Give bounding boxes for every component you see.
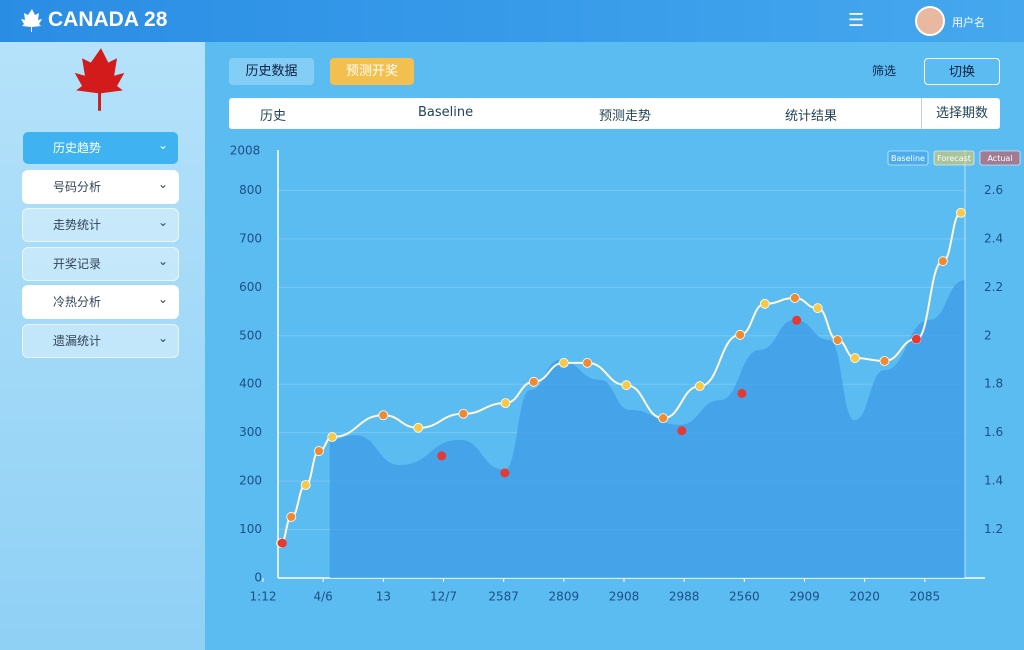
point bbox=[500, 398, 511, 409]
point bbox=[956, 207, 966, 218]
y2-tick-label: 2 bbox=[984, 328, 992, 342]
x-tick-label: 2809 bbox=[549, 590, 580, 604]
point bbox=[582, 358, 593, 368]
x-tick-label: 2020 bbox=[849, 590, 880, 604]
sidebar-item[interactable]: 遗漏统计 bbox=[22, 322, 179, 358]
point bbox=[528, 376, 539, 387]
point bbox=[911, 334, 921, 344]
sidebar-item[interactable]: 冷热分析 bbox=[22, 283, 179, 319]
legend-swatch bbox=[887, 150, 929, 166]
point bbox=[792, 315, 802, 325]
point bbox=[737, 388, 747, 398]
area bbox=[329, 280, 965, 578]
header: CANADA 28 ☰ 用户名 bbox=[0, 0, 1024, 42]
y-tick-label: 300 bbox=[239, 425, 262, 439]
legend-label: Actual bbox=[987, 154, 1012, 163]
point bbox=[789, 293, 800, 303]
point bbox=[458, 408, 469, 419]
point bbox=[314, 446, 324, 456]
filter-item[interactable]: 预测走势 bbox=[599, 109, 652, 124]
point bbox=[759, 298, 770, 309]
point bbox=[735, 329, 746, 340]
history-tab[interactable]: 历史数据 bbox=[229, 58, 314, 85]
point bbox=[677, 426, 687, 436]
y-tick-label: 100 bbox=[239, 522, 262, 536]
sidebar: 历史趋势号码分析走势统计开奖记录冷热分析遗漏统计 bbox=[0, 42, 205, 650]
x-tick-label: 2988 bbox=[669, 590, 700, 604]
point bbox=[558, 358, 569, 368]
point bbox=[413, 422, 424, 433]
point bbox=[937, 256, 948, 267]
sidebar-item[interactable]: 走势统计 bbox=[22, 206, 179, 242]
filter-item[interactable]: 历史 bbox=[260, 109, 287, 124]
x-tick-label: 2909 bbox=[789, 590, 820, 604]
y-tick-label: 0 bbox=[254, 571, 262, 585]
x-tick-label: 2587 bbox=[488, 590, 519, 604]
legend-swatch bbox=[979, 150, 1021, 166]
filter-item[interactable]: 统计结果 bbox=[785, 109, 838, 124]
point bbox=[500, 468, 510, 478]
legend-label: Baseline bbox=[891, 154, 925, 163]
avatar[interactable] bbox=[915, 6, 945, 36]
y-axis-title: 2008 bbox=[230, 144, 261, 158]
x-tick-label: 13 bbox=[376, 590, 391, 604]
x-tick-label: 1:12 bbox=[250, 590, 277, 604]
point bbox=[812, 303, 823, 314]
y-tick-label: 400 bbox=[239, 377, 262, 391]
switch-button[interactable]: 切换 bbox=[924, 58, 1000, 85]
x-tick-label: 2560 bbox=[729, 590, 760, 604]
point bbox=[437, 451, 447, 461]
point bbox=[327, 432, 338, 442]
user-name[interactable]: 用户名 bbox=[952, 16, 985, 29]
sidebar-item[interactable]: 开奖记录 bbox=[22, 245, 179, 281]
x-tick-label: 12/7 bbox=[430, 590, 457, 604]
y2-tick-label: 1.2 bbox=[984, 522, 1003, 536]
menu-button[interactable]: ☰ bbox=[848, 10, 865, 31]
y-tick-label: 800 bbox=[239, 183, 262, 197]
y2-tick-label: 1.4 bbox=[984, 474, 1003, 488]
sidebar-item[interactable]: 历史趋势 bbox=[22, 129, 179, 165]
point bbox=[694, 381, 705, 392]
point bbox=[658, 413, 669, 424]
point bbox=[879, 356, 890, 366]
maple-leaf bbox=[74, 48, 125, 111]
app-title: CANADA 28 bbox=[48, 8, 168, 31]
y-tick-label: 200 bbox=[239, 474, 262, 488]
period-select[interactable]: 选择期数 bbox=[921, 98, 988, 129]
point bbox=[832, 335, 843, 346]
y2-tick-label: 2.4 bbox=[984, 231, 1003, 245]
point bbox=[621, 380, 632, 391]
y-tick-label: 600 bbox=[239, 280, 262, 294]
legend-swatch bbox=[933, 150, 975, 166]
point bbox=[378, 410, 389, 421]
sidebar-item[interactable]: 号码分析 bbox=[22, 168, 179, 204]
y2-tick-label: 1.8 bbox=[984, 377, 1003, 391]
filter-bar: 历史 Baseline 预测走势 统计结果 选择期数 bbox=[229, 98, 1000, 129]
logo-icon bbox=[21, 9, 42, 32]
point bbox=[850, 353, 860, 363]
filter-item[interactable]: Baseline bbox=[418, 105, 474, 120]
x-tick-label: 2085 bbox=[910, 590, 941, 604]
x-tick-label: 4/6 bbox=[314, 590, 333, 604]
predict-button[interactable]: 预测开奖 bbox=[330, 58, 414, 85]
point bbox=[300, 480, 311, 490]
y2-tick-label: 2.6 bbox=[984, 183, 1003, 197]
point bbox=[286, 512, 297, 522]
y-tick-label: 700 bbox=[239, 231, 262, 245]
point bbox=[277, 538, 287, 548]
y2-tick-label: 2.2 bbox=[984, 280, 1003, 294]
y-tick-label: 500 bbox=[239, 328, 262, 342]
y2-tick-label: 1.6 bbox=[984, 425, 1003, 439]
legend-label: Forecast bbox=[937, 154, 971, 163]
filter-dropdown[interactable]: 筛选 bbox=[871, 64, 896, 78]
x-tick-label: 2908 bbox=[609, 590, 640, 604]
